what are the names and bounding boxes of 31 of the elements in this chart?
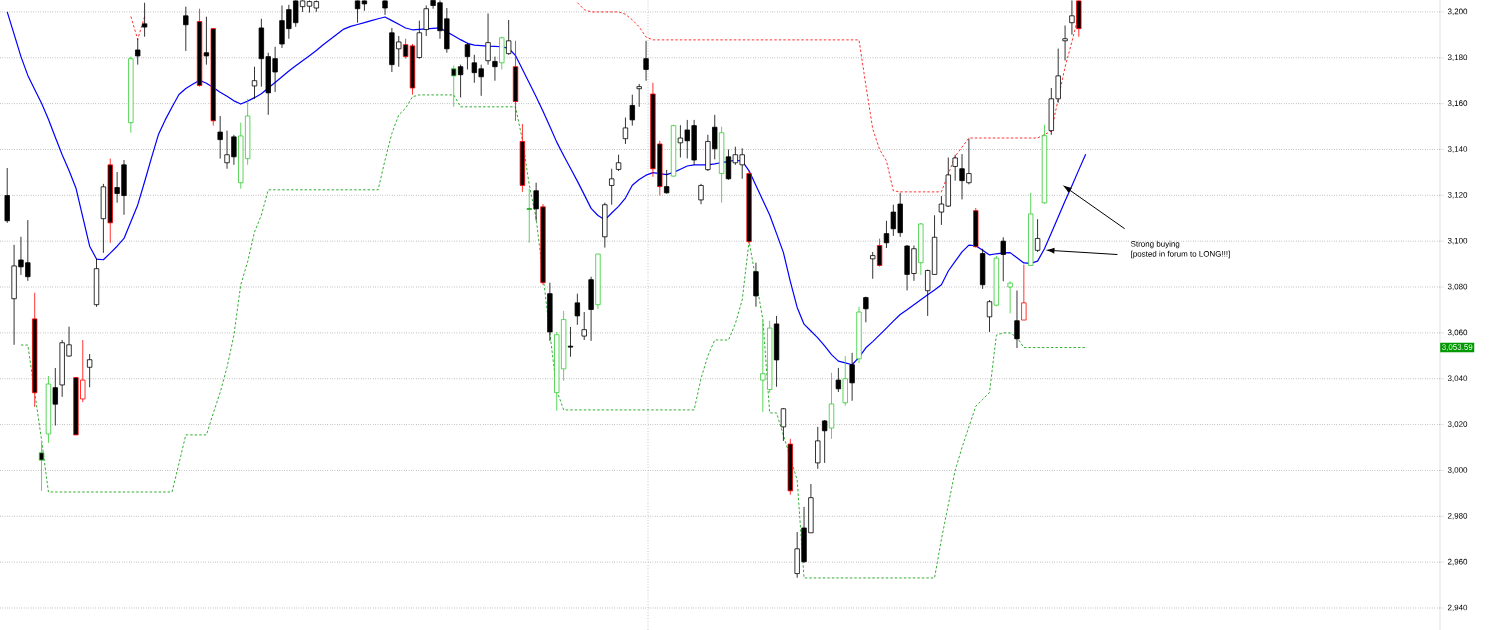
candlestick [849,352,855,402]
candlestick [217,115,223,160]
candlestick [629,94,635,127]
candlestick [835,367,842,393]
candlestick [815,426,821,470]
candlestick [1014,290,1020,349]
candlestick [581,311,587,341]
candlestick [883,220,890,249]
candlestick [464,42,471,70]
candlestick [567,326,574,358]
candlestick [643,40,649,82]
candlestick [492,56,498,82]
candlestick [485,13,491,66]
candlestick [1007,280,1013,314]
candlestick [1000,236,1006,282]
candlestick [1021,264,1027,321]
candlestick [821,419,828,464]
candlestick [622,117,629,145]
candlestick [863,296,869,323]
candlestick [135,38,141,66]
candlestick [1062,25,1068,61]
candlestick [251,66,258,100]
candlestick [38,442,45,492]
candlestick [698,183,704,205]
candlestick [952,154,958,182]
candlestick [52,367,58,426]
candlestick [780,407,787,442]
candlestick [636,83,642,108]
candlestick [574,293,581,326]
candlestick [609,168,615,206]
candlestick [86,353,93,388]
